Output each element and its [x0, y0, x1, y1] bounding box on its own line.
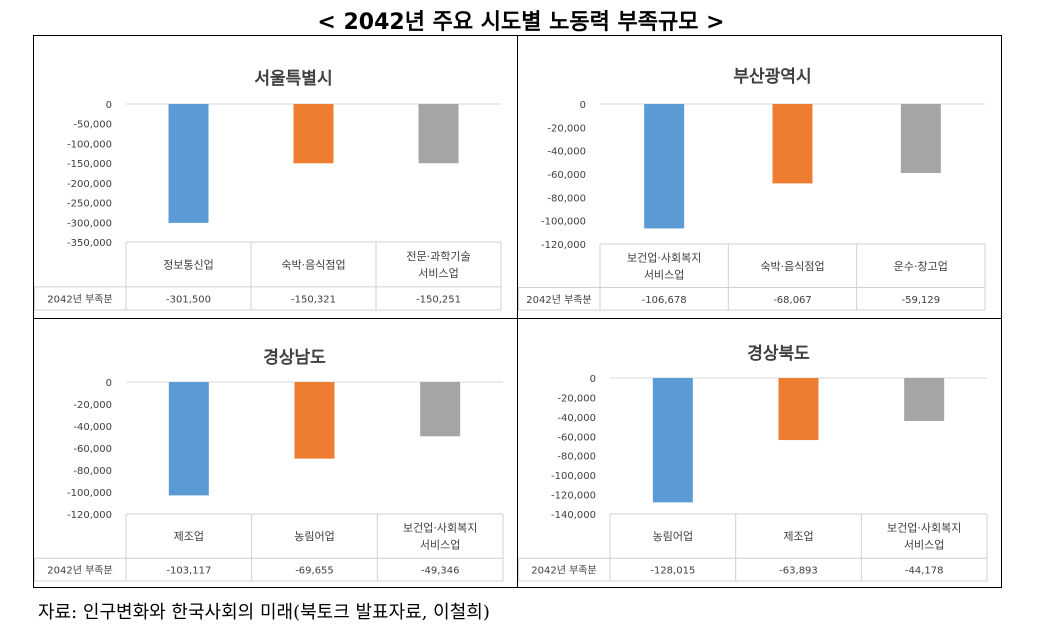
row-label: 2042년 부족분 [47, 565, 112, 577]
value-label: -103,117 [166, 566, 211, 577]
bar [293, 104, 334, 164]
y-tick-label: -80,000 [557, 452, 596, 463]
y-tick-label: -100,000 [541, 217, 586, 228]
y-tick-label: -40,000 [547, 147, 586, 158]
value-label: -44,178 [905, 566, 944, 577]
bar [168, 104, 209, 223]
chart-busan: 부산광역시 0 -20,000 -40,000 -60,000 -80,000 -100,0… [518, 36, 1001, 318]
y-tick-label: -300,000 [67, 218, 112, 229]
bar [904, 378, 945, 421]
y-tick-label: 0 [106, 100, 112, 111]
y-tick-label: 0 [106, 378, 112, 389]
value-label: -69,655 [295, 566, 334, 577]
y-tick-label: -150,000 [67, 159, 112, 170]
category-label: 농림어업 [653, 530, 693, 543]
category-label: 정보통신업 [163, 258, 214, 271]
value-label: -68,067 [773, 295, 812, 306]
y-tick-label: -40,000 [557, 413, 596, 424]
y-tick-label: -40,000 [73, 422, 112, 433]
bar [778, 378, 819, 441]
y-tick-label: -20,000 [557, 393, 596, 404]
y-tick-label: -80,000 [73, 466, 112, 477]
category-label: 보건업·사회복지 [627, 251, 701, 264]
category-label: 보건업·사회복지 [887, 522, 961, 535]
row-label: 2042년 부족분 [47, 293, 112, 305]
chart-gyeongnam: 경상남도 0 -20,000 -40,000 -60,000 -80,000 -100,00… [34, 319, 517, 601]
divider-horizontal [33, 318, 1002, 319]
y-tick-label: -60,000 [73, 444, 112, 455]
chart-seoul: 서울특별시 0 -50,000 -100,000 -150,000 -200,000 -25… [34, 36, 517, 318]
value-label: -301,500 [166, 294, 211, 305]
page-title: < 2042년 주요 시도별 노동력 부족규모 > [317, 10, 725, 35]
divider-vertical [517, 35, 518, 588]
chart-gyeongbuk: 경상북도 0 -20,000 -40,000 -60,000 -80,000 -100,00… [518, 319, 1001, 601]
y-tick-label: -60,000 [547, 170, 586, 181]
bar [168, 382, 209, 496]
category-label: 전문·과학기술 [406, 250, 470, 263]
y-tick-label: -200,000 [67, 179, 112, 190]
value-label: -49,346 [421, 566, 460, 577]
category-label: 숙박·음식점업 [760, 260, 824, 273]
y-tick-label: -140,000 [551, 510, 596, 521]
y-tick-label: -350,000 [67, 238, 112, 249]
category-label: 숙박·음식점업 [281, 258, 345, 271]
chart-title: 부산광역시 [733, 67, 811, 87]
chart-svg: 경상남도 0 -20,000 -40,000 -60,000 -80,000 -100,00… [34, 348, 504, 582]
row-label: 2042년 부족분 [526, 294, 591, 306]
value-label: -106,678 [642, 295, 687, 306]
category-label: 서비스업 [904, 539, 944, 552]
category-label: 서비스업 [420, 539, 460, 552]
category-label: 제조업 [783, 530, 813, 543]
y-tick-label: -50,000 [73, 120, 112, 131]
chart-svg: 부산광역시 0 -20,000 -40,000 -60,000 -80,000 -100,0… [518, 67, 986, 311]
row-label: 2042년 부족분 [531, 565, 596, 577]
category-label: 보건업·사회복지 [403, 522, 477, 535]
bar [418, 104, 459, 164]
y-tick-label: -80,000 [547, 193, 586, 204]
y-tick-label: -120,000 [551, 491, 596, 502]
chart-svg: 경상북도 0 -20,000 -40,000 -60,000 -80,000 -100,00… [518, 344, 988, 582]
value-label: -59,129 [902, 295, 941, 306]
y-tick-label: 0 [590, 374, 596, 385]
category-label: 서비스업 [418, 267, 458, 280]
category-label: 서비스업 [644, 268, 684, 281]
value-label: -150,321 [291, 294, 336, 305]
category-label: 운수·창고업 [894, 260, 948, 273]
y-tick-label: -20,000 [547, 123, 586, 134]
y-tick-label: -120,000 [541, 240, 586, 251]
bar [652, 378, 693, 503]
value-label: -128,015 [650, 566, 695, 577]
bar [644, 104, 685, 229]
y-tick-label: 0 [580, 100, 586, 111]
bar [900, 104, 941, 173]
chart-title: 경상북도 [747, 344, 810, 364]
y-tick-label: -100,000 [67, 139, 112, 150]
y-tick-label: -20,000 [73, 400, 112, 411]
bar [420, 382, 461, 437]
bar [294, 382, 335, 459]
category-label: 제조업 [174, 530, 204, 543]
bar [772, 104, 813, 184]
y-tick-label: -250,000 [67, 199, 112, 210]
y-tick-label: -120,000 [67, 510, 112, 521]
chart-svg: 서울특별시 0 -50,000 -100,000 -150,000 -200,000 -25… [34, 69, 502, 311]
y-tick-label: -100,000 [551, 471, 596, 482]
y-tick-label: -60,000 [557, 432, 596, 443]
chart-title: 서울특별시 [254, 69, 332, 89]
chart-title: 경상남도 [263, 348, 326, 368]
value-label: -150,251 [416, 294, 461, 305]
source-note: 자료: 인구변화와 한국사회의 미래(북토크 발표자료, 이철희) [38, 602, 490, 623]
value-label: -63,893 [779, 566, 818, 577]
y-tick-label: -100,000 [67, 488, 112, 499]
category-label: 농림어업 [294, 530, 334, 543]
